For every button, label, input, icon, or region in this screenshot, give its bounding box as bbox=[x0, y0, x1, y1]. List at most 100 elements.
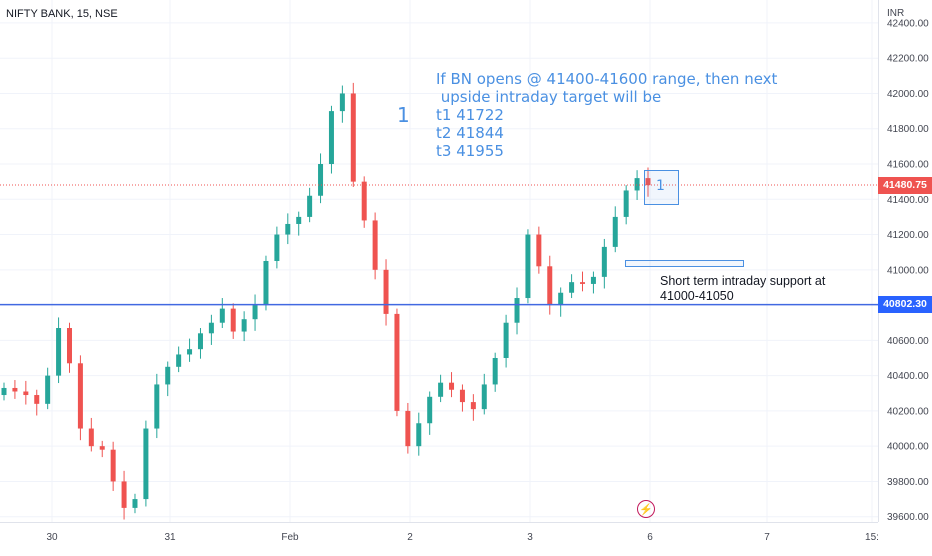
price-tick-label: 42400.00 bbox=[887, 18, 929, 29]
candle-body bbox=[219, 308, 225, 323]
price-tick-label: 40600.00 bbox=[887, 336, 929, 347]
candle-body bbox=[143, 428, 149, 500]
lightning-icon[interactable]: ⚡ bbox=[637, 500, 655, 518]
price-tick-label: 39600.00 bbox=[887, 512, 929, 522]
time-tick-label: 31 bbox=[164, 532, 176, 543]
candle-body bbox=[350, 93, 356, 182]
price-tick-label: 41000.00 bbox=[887, 265, 929, 276]
support-line-2: 41000-41050 bbox=[660, 289, 734, 303]
candle-body bbox=[372, 220, 378, 270]
candle-body bbox=[88, 428, 94, 447]
time-tick-label: 2 bbox=[407, 532, 413, 543]
candle-body bbox=[438, 382, 444, 397]
candle-body bbox=[481, 384, 487, 410]
time-tick-label: 3 bbox=[527, 532, 533, 543]
candle-body bbox=[121, 481, 127, 508]
candle-body bbox=[623, 190, 629, 217]
candle-body bbox=[110, 449, 116, 482]
candle-body bbox=[547, 266, 553, 306]
candle-body bbox=[383, 269, 389, 314]
candle-body bbox=[558, 292, 564, 306]
candle-body bbox=[23, 391, 29, 396]
annotation-line-5: t3 41955 bbox=[436, 142, 504, 160]
time-axis[interactable]: 30 31 Feb 2 3 6 7 15: bbox=[0, 522, 879, 551]
currency-label: INR bbox=[887, 8, 904, 19]
time-tick-label: 7 bbox=[764, 532, 770, 543]
wave-label-1: 1 bbox=[397, 103, 410, 127]
candle-body bbox=[230, 308, 236, 332]
time-tick-label: Feb bbox=[281, 532, 299, 543]
price-tick-label: 41200.00 bbox=[887, 230, 929, 241]
candle-body bbox=[525, 234, 531, 299]
box-label: 1 bbox=[656, 178, 665, 194]
annotation-line-1: If BN opens @ 41400-41600 range, then ne… bbox=[436, 70, 778, 88]
candle-body bbox=[208, 322, 214, 334]
time-tick-label: 30 bbox=[46, 532, 58, 543]
candle-body bbox=[132, 499, 138, 508]
candle-body bbox=[1, 387, 7, 396]
candle-body bbox=[66, 328, 72, 364]
candle-body bbox=[514, 298, 520, 323]
candle-body bbox=[241, 319, 247, 332]
candle-body bbox=[569, 282, 575, 293]
support-price-tag: 40802.30 bbox=[878, 296, 932, 314]
support-annotation: Short term intraday support at 41000-410… bbox=[660, 274, 825, 304]
chart-title: NIFTY BANK, 15, NSE bbox=[6, 8, 118, 20]
price-tick-label: 41600.00 bbox=[887, 160, 929, 171]
price-axis[interactable]: INR 42400.00 42200.00 42000.00 41800.00 41600… bbox=[878, 0, 932, 523]
current-price-tag: 41480.75 bbox=[878, 176, 932, 194]
candle-body bbox=[154, 384, 160, 429]
candle-body bbox=[536, 234, 542, 267]
candle-body bbox=[361, 181, 367, 221]
support-zone-box[interactable] bbox=[625, 260, 744, 267]
candle-body bbox=[77, 363, 83, 429]
candle-body bbox=[296, 216, 302, 224]
candle-body bbox=[459, 389, 465, 403]
time-tick-label: 6 bbox=[647, 532, 653, 543]
candle-body bbox=[601, 246, 607, 277]
candle-body bbox=[187, 349, 193, 355]
candle-body bbox=[416, 423, 422, 447]
price-tick-label: 39800.00 bbox=[887, 477, 929, 488]
candle-body bbox=[12, 387, 18, 392]
candle-body bbox=[612, 216, 618, 247]
candle-body bbox=[56, 328, 62, 376]
time-axis-labels: 30 31 Feb 2 3 6 7 15: bbox=[46, 532, 879, 543]
candle-body bbox=[197, 333, 203, 350]
candle-body bbox=[45, 375, 51, 404]
candle-body bbox=[99, 446, 105, 450]
candle-body bbox=[492, 357, 498, 385]
candle-body bbox=[307, 195, 313, 217]
support-line-1: Short term intraday support at bbox=[660, 274, 826, 288]
candle-body bbox=[252, 305, 258, 320]
highlight-box[interactable]: 1 bbox=[644, 170, 679, 205]
candle-body bbox=[328, 111, 334, 165]
candle-body bbox=[263, 261, 269, 306]
candle-body bbox=[405, 410, 411, 447]
candle-body bbox=[318, 164, 324, 196]
candle-body bbox=[427, 396, 433, 424]
price-tick-label: 41400.00 bbox=[887, 195, 929, 206]
target-annotation: If BN opens @ 41400-41600 range, then ne… bbox=[436, 70, 777, 160]
annotation-line-2: upside intraday target will be bbox=[436, 88, 662, 106]
price-tick-label: 40200.00 bbox=[887, 406, 929, 417]
price-tick-label: 42200.00 bbox=[887, 54, 929, 65]
candle-body bbox=[503, 322, 509, 358]
candle-body bbox=[34, 395, 40, 404]
annotation-line-4: t2 41844 bbox=[436, 124, 504, 142]
candle-body bbox=[645, 178, 651, 186]
candlestick-chart[interactable] bbox=[0, 0, 878, 522]
time-tick-label: 15: bbox=[865, 532, 878, 543]
price-tick-label: 40000.00 bbox=[887, 442, 929, 453]
candle-body bbox=[580, 282, 586, 284]
candle-body bbox=[274, 234, 280, 261]
candle-body bbox=[339, 93, 345, 112]
candle-body bbox=[590, 276, 596, 284]
candle-body bbox=[634, 178, 640, 191]
price-tick-label: 41800.00 bbox=[887, 124, 929, 135]
price-tick-label: 42000.00 bbox=[887, 89, 929, 100]
candle-body bbox=[285, 223, 291, 235]
candle-body bbox=[165, 366, 171, 385]
